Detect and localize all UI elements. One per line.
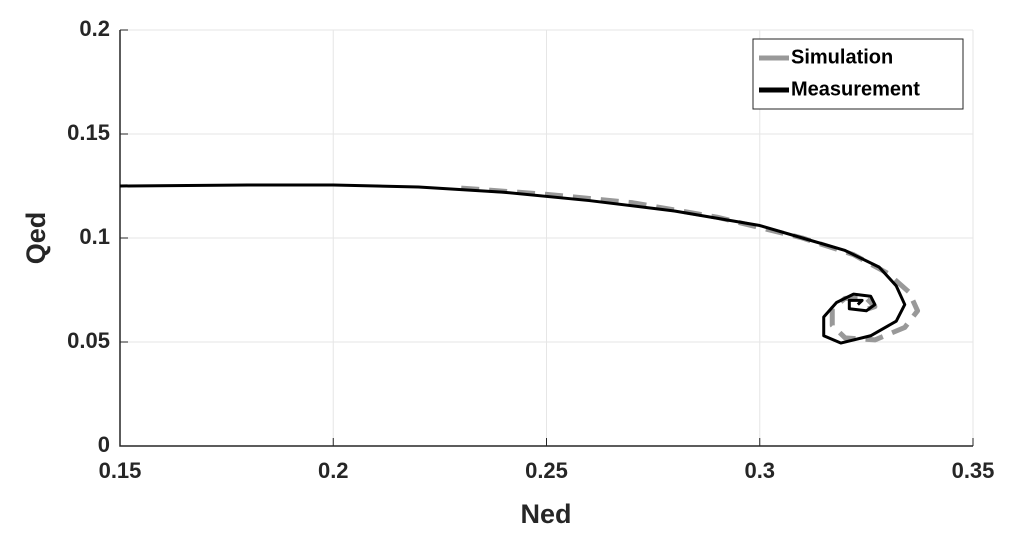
y-tick-label: 0.1 <box>79 224 110 249</box>
axes-box <box>119 30 973 447</box>
series-line <box>461 185 921 343</box>
y-tick-label: 0.2 <box>79 16 110 41</box>
x-tick-label: 0.25 <box>525 458 568 483</box>
x-tick-label: 0.35 <box>952 458 995 483</box>
legend-label: Measurement <box>791 78 920 100</box>
y-tick-label: 0.15 <box>67 120 110 145</box>
legend-box <box>752 38 964 110</box>
series-line <box>119 183 907 345</box>
x-axis-label: Ned <box>520 499 571 529</box>
x-tick-label: 0.3 <box>744 458 775 483</box>
y-tick-label: 0.05 <box>67 328 110 353</box>
y-tick-label: 0 <box>98 432 110 457</box>
y-axis-label: Qed <box>21 212 51 265</box>
x-tick-label: 0.2 <box>318 458 349 483</box>
legend-label: Simulation <box>791 46 893 68</box>
x-tick-label: 0.15 <box>99 458 142 483</box>
